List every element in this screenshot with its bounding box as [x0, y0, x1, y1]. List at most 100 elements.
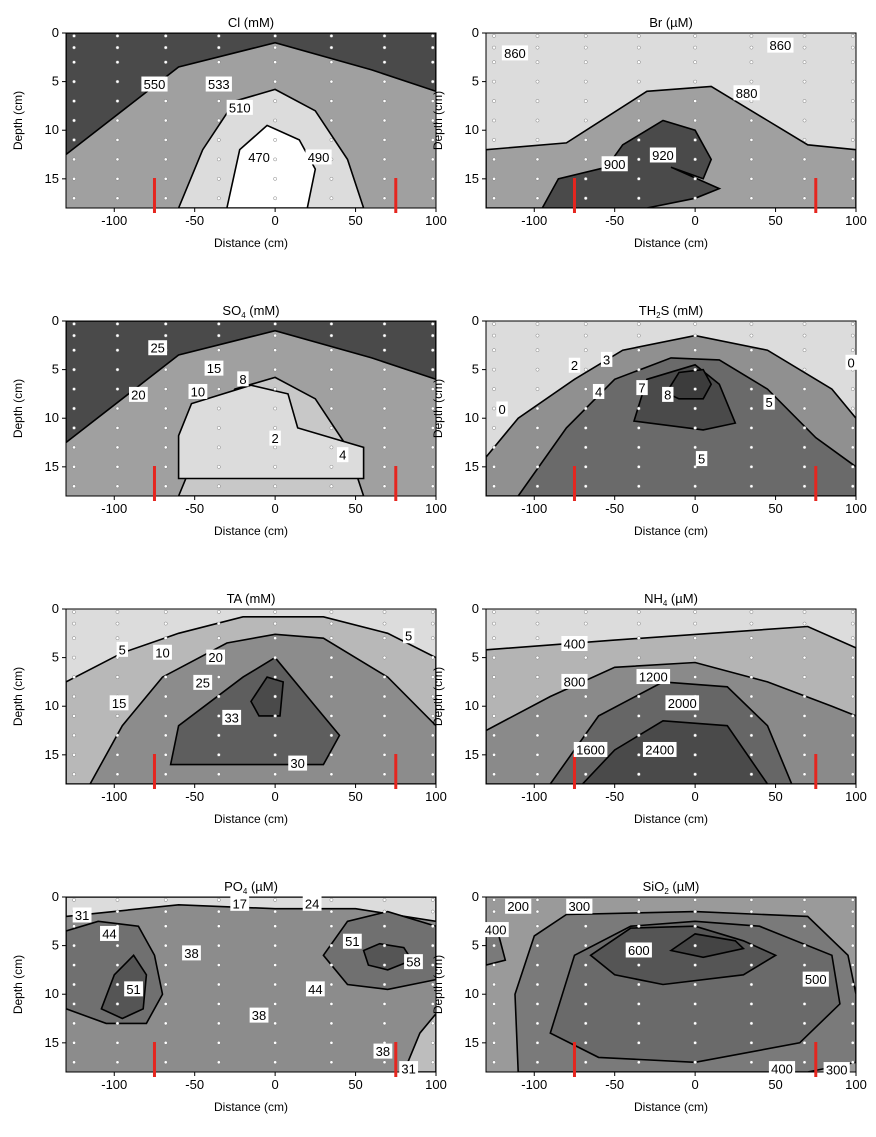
x-tick-label: -100	[101, 213, 127, 228]
sample-point	[115, 99, 120, 103]
sample-point	[115, 610, 120, 614]
sample-point	[329, 138, 334, 142]
sample-point	[535, 1060, 540, 1065]
sample-point	[382, 714, 387, 718]
sample-point	[329, 387, 334, 391]
sample-point	[802, 1060, 807, 1065]
sample-point	[329, 445, 334, 450]
sample-point	[72, 943, 76, 948]
sample-point	[430, 406, 435, 411]
sample-point	[115, 322, 120, 326]
sample-point	[492, 118, 496, 123]
contour-label-bg	[141, 76, 168, 92]
contour-label: 5	[405, 629, 412, 644]
sample-point	[430, 924, 435, 928]
y-axis-label: Depth (cm)	[431, 91, 445, 150]
sample-point	[583, 406, 588, 411]
sample-point	[693, 610, 697, 614]
sample-point	[850, 333, 855, 338]
contour-label: 500	[805, 972, 827, 987]
sample-point	[163, 898, 168, 902]
y-axis-label: Depth (cm)	[11, 379, 25, 438]
sample-point	[163, 694, 168, 699]
contour-label-bg	[642, 741, 677, 757]
x-tick-label: -100	[521, 1077, 547, 1092]
sample-point	[583, 445, 588, 450]
sample-point	[850, 445, 855, 450]
contour-label-bg	[662, 386, 674, 402]
contour-label: 2400	[645, 742, 674, 757]
sample-point	[850, 753, 855, 757]
sample-point	[273, 196, 277, 201]
sample-point	[217, 1060, 221, 1065]
y-tick-label: 0	[472, 889, 479, 904]
contour-label: 20	[208, 650, 222, 665]
sample-point	[382, 909, 387, 914]
plot-frame	[65, 896, 437, 1073]
sample-point	[329, 348, 334, 352]
sample-point	[273, 177, 277, 181]
sample-point	[115, 621, 120, 626]
sample-point	[492, 60, 496, 64]
sample-point	[492, 675, 496, 679]
sample-point	[72, 34, 76, 38]
sample-point	[802, 426, 807, 430]
sample-point	[217, 675, 221, 679]
sample-point	[802, 99, 807, 103]
sample-point	[749, 675, 754, 679]
sample-point	[693, 367, 697, 372]
sample-point	[72, 367, 76, 372]
sample-point	[273, 1060, 277, 1065]
sample-point	[163, 177, 168, 181]
sample-point	[217, 406, 221, 411]
contour-label: 4	[595, 384, 602, 399]
sample-point	[583, 610, 588, 614]
y-tick-label: 15	[45, 747, 59, 762]
sample-point	[217, 621, 221, 626]
sample-point	[72, 60, 76, 64]
sample-point	[72, 963, 76, 967]
sample-point	[382, 610, 387, 614]
sample-point	[637, 79, 641, 84]
sample-point	[492, 655, 496, 660]
sample-point	[72, 157, 76, 162]
x-axis-label: Distance (cm)	[634, 524, 708, 538]
y-tick-label: 10	[45, 122, 59, 137]
sample-point	[329, 733, 334, 738]
sample-point	[163, 636, 168, 640]
sample-point	[802, 34, 807, 38]
contour-region	[169, 656, 341, 766]
x-tick-label: 0	[272, 789, 279, 804]
y-tick-label: 15	[45, 1035, 59, 1050]
sample-point	[802, 898, 807, 902]
sample-point	[583, 465, 588, 469]
contour-panel: NH4 (µM) -100 -50 0 50 100 0 5 10 15 Distance (cm)…	[431, 591, 867, 826]
contour-label: 920	[652, 148, 674, 163]
sample-point	[273, 34, 277, 38]
sample-point	[535, 138, 540, 142]
sample-point	[802, 636, 807, 640]
sample-point	[430, 675, 435, 679]
sample-point	[802, 484, 807, 489]
sample-point	[382, 333, 387, 338]
contour-label-bg	[204, 360, 224, 376]
sample-point	[802, 177, 807, 181]
sample-point	[115, 909, 120, 914]
contour-label-bg	[116, 641, 129, 657]
sample-point	[430, 118, 435, 123]
sample-point	[637, 333, 641, 338]
sample-point	[492, 34, 496, 38]
x-tick-label: 100	[845, 1077, 867, 1092]
sample-point	[163, 924, 168, 928]
sample-point	[72, 333, 76, 338]
sample-point	[163, 1021, 168, 1026]
sample-point	[430, 694, 435, 699]
sample-point	[637, 1002, 641, 1006]
plot-frame	[485, 32, 857, 209]
sample-point	[583, 348, 588, 352]
contour-label-bg	[767, 37, 794, 53]
sample-point	[163, 675, 168, 679]
sample-point	[492, 99, 496, 103]
contour-region	[665, 368, 713, 400]
sample-point	[583, 621, 588, 626]
